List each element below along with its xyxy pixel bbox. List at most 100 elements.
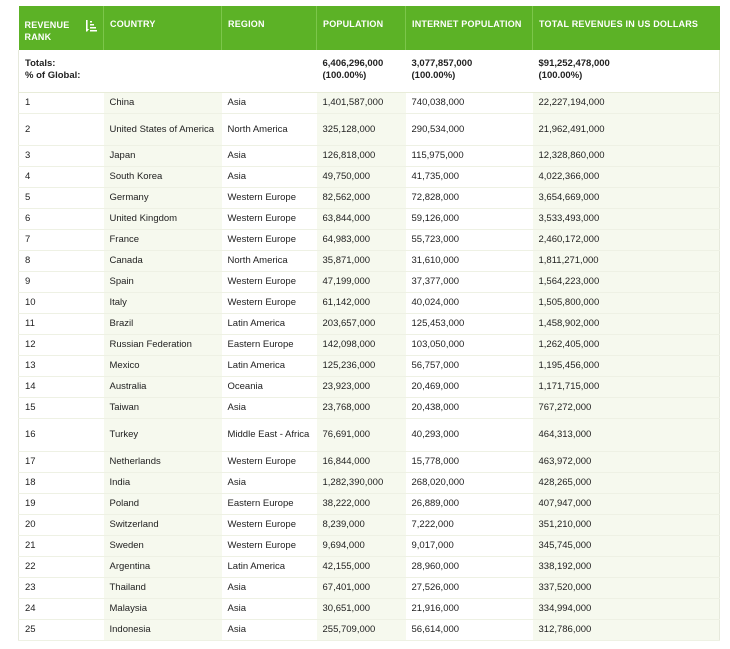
totals-revenues-pct: (100.00%)	[538, 70, 583, 81]
internet-population-cell: 103,050,000	[405, 334, 533, 356]
internet-population-cell: 55,723,000	[405, 229, 533, 251]
totals-internet-population-pct: (100.00%)	[411, 70, 456, 81]
population-cell: 325,128,000	[316, 113, 406, 146]
revenue-cell: 12,328,860,000	[532, 145, 720, 167]
header-country[interactable]: COUNTRY	[103, 6, 222, 50]
internet-population-cell: 125,453,000	[405, 313, 533, 335]
table-row: 16 Turkey Middle East - Africa 76,691,000 40…	[18, 418, 720, 452]
sort-icon[interactable]	[84, 20, 97, 32]
region-cell: Western Europe	[221, 271, 317, 293]
rank-cell: 11	[18, 313, 104, 335]
table-body: Totals: % of Global: 6,406,296,000 (100.…	[18, 50, 720, 641]
internet-population-cell: 21,916,000	[405, 598, 533, 620]
country-cell: Germany	[103, 187, 222, 209]
region-cell: Western Europe	[221, 514, 317, 536]
region-cell: Asia	[221, 619, 317, 641]
table-row: 12 Russian Federation Eastern Europe 142,09…	[18, 334, 720, 356]
country-cell: Sweden	[103, 535, 222, 557]
region-cell: Latin America	[221, 313, 317, 335]
table-row: 4 South Korea Asia 49,750,000 41,735,000 4,02…	[18, 166, 720, 188]
country-cell: Poland	[103, 493, 222, 515]
internet-population-cell: 72,828,000	[405, 187, 533, 209]
population-cell: 63,844,000	[316, 208, 406, 230]
revenue-cell: 1,195,456,000	[532, 355, 720, 377]
rank-cell: 12	[18, 334, 104, 356]
rank-cell: 8	[18, 250, 104, 272]
internet-population-cell: 115,975,000	[405, 145, 533, 167]
rank-cell: 5	[18, 187, 104, 209]
header-total-revenues[interactable]: TOTAL REVENUES IN US DOLLARS	[532, 6, 720, 50]
internet-population-cell: 15,778,000	[405, 451, 533, 473]
rank-cell: 19	[18, 493, 104, 515]
rank-cell: 1	[18, 92, 104, 114]
country-cell: Switzerland	[103, 514, 222, 536]
table-row: 1 China Asia 1,401,587,000 740,038,000 22,227…	[18, 92, 720, 114]
population-cell: 47,199,000	[316, 271, 406, 293]
country-cell: Spain	[103, 271, 222, 293]
population-cell: 1,401,587,000	[316, 92, 406, 114]
population-cell: 9,694,000	[316, 535, 406, 557]
region-cell: Asia	[221, 472, 317, 494]
totals-population: 6,406,296,000 (100.00%)	[316, 50, 406, 93]
population-cell: 23,768,000	[316, 397, 406, 419]
revenue-cell: 428,265,000	[532, 472, 720, 494]
table-row: 11 Brazil Latin America 203,657,000 125,453,…	[18, 313, 720, 335]
country-cell: Brazil	[103, 313, 222, 335]
table-row: 22 Argentina Latin America 42,155,000 28,960…	[18, 556, 720, 578]
rank-cell: 15	[18, 397, 104, 419]
population-cell: 126,818,000	[316, 145, 406, 167]
region-cell: North America	[221, 250, 317, 272]
revenue-cell: 767,272,000	[532, 397, 720, 419]
internet-population-cell: 9,017,000	[405, 535, 533, 557]
population-cell: 82,562,000	[316, 187, 406, 209]
internet-population-cell: 290,534,000	[405, 113, 533, 146]
internet-population-cell: 56,614,000	[405, 619, 533, 641]
population-cell: 255,709,000	[316, 619, 406, 641]
totals-revenues-value: $91,252,478,000	[538, 58, 610, 69]
rank-cell: 13	[18, 355, 104, 377]
population-cell: 203,657,000	[316, 313, 406, 335]
rank-cell: 25	[18, 619, 104, 641]
country-cell: India	[103, 472, 222, 494]
country-cell: Japan	[103, 145, 222, 167]
totals-population-value: 6,406,296,000	[322, 58, 384, 69]
country-cell: United Kingdom	[103, 208, 222, 230]
region-cell: Asia	[221, 166, 317, 188]
revenue-cell: 1,262,405,000	[532, 334, 720, 356]
table-row: 5 Germany Western Europe 82,562,000 72,828,0…	[18, 187, 720, 209]
population-cell: 76,691,000	[316, 418, 406, 452]
header-population[interactable]: POPULATION	[316, 6, 406, 50]
totals-revenues: $91,252,478,000 (100.00%)	[532, 50, 720, 93]
rank-cell: 3	[18, 145, 104, 167]
table-row: 23 Thailand Asia 67,401,000 27,526,000 337,52…	[18, 577, 720, 599]
revenue-cell: 1,505,800,000	[532, 292, 720, 314]
revenue-cell: 1,811,271,000	[532, 250, 720, 272]
table-row: 14 Australia Oceania 23,923,000 20,469,000 1,…	[18, 376, 720, 398]
region-cell: North America	[221, 113, 317, 146]
population-cell: 67,401,000	[316, 577, 406, 599]
region-cell: Latin America	[221, 556, 317, 578]
rank-cell: 2	[18, 113, 104, 146]
header-internet-population[interactable]: INTERNET POPULATION	[405, 6, 533, 50]
rank-cell: 22	[18, 556, 104, 578]
internet-population-cell: 40,024,000	[405, 292, 533, 314]
header-region[interactable]: REGION	[221, 6, 317, 50]
population-cell: 49,750,000	[316, 166, 406, 188]
region-cell: Asia	[221, 397, 317, 419]
table-row: 6 United Kingdom Western Europe 63,844,000 5…	[18, 208, 720, 230]
table-row: 9 Spain Western Europe 47,199,000 37,377,000…	[18, 271, 720, 293]
region-cell: Western Europe	[221, 187, 317, 209]
internet-population-cell: 20,438,000	[405, 397, 533, 419]
revenue-cell: 345,745,000	[532, 535, 720, 557]
region-cell: Oceania	[221, 376, 317, 398]
country-cell: South Korea	[103, 166, 222, 188]
country-cell: Malaysia	[103, 598, 222, 620]
header-revenue-rank[interactable]: REVENUE RANK	[18, 6, 104, 50]
table-row: 24 Malaysia Asia 30,651,000 21,916,000 334,99…	[18, 598, 720, 620]
internet-population-cell: 37,377,000	[405, 271, 533, 293]
region-cell: Western Europe	[221, 229, 317, 251]
table-row: 17 Netherlands Western Europe 16,844,000 15,…	[18, 451, 720, 473]
internet-population-cell: 7,222,000	[405, 514, 533, 536]
internet-population-cell: 20,469,000	[405, 376, 533, 398]
country-cell: Thailand	[103, 577, 222, 599]
